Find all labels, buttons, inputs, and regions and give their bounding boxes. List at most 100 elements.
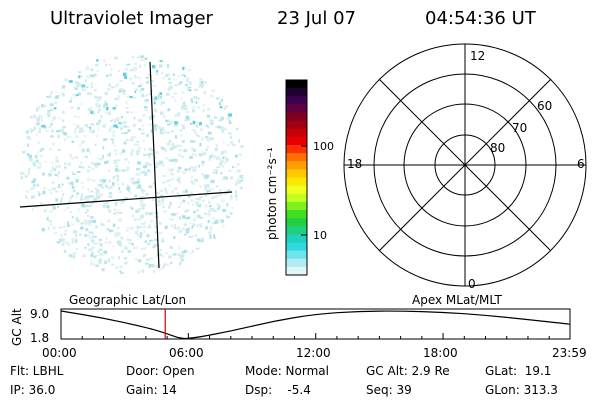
emission-speck xyxy=(115,104,118,108)
emission-speck xyxy=(116,240,121,244)
instrument-title: Ultraviolet Imager xyxy=(50,8,213,29)
emission-speck xyxy=(126,63,130,66)
emission-speck xyxy=(191,100,194,103)
emission-speck xyxy=(57,94,61,97)
emission-speck xyxy=(225,176,228,180)
emission-speck xyxy=(25,197,29,199)
emission-speck xyxy=(111,263,115,266)
emission-speck xyxy=(50,191,53,195)
emission-speck xyxy=(80,102,83,106)
emission-speck xyxy=(80,222,85,225)
emission-speck xyxy=(181,106,184,110)
emission-speck xyxy=(89,150,91,154)
emission-speck xyxy=(179,216,181,220)
emission-speck xyxy=(118,212,122,214)
emission-speck xyxy=(139,89,143,93)
emission-speck xyxy=(136,186,139,189)
emission-speck xyxy=(174,224,176,227)
emission-speck xyxy=(235,190,237,194)
mode-readout: Mode: Normal xyxy=(245,364,329,378)
emission-speck xyxy=(136,229,139,231)
emission-speck xyxy=(53,232,58,235)
emission-speck xyxy=(61,183,64,186)
emission-speck xyxy=(42,105,47,107)
emission-speck xyxy=(208,158,211,161)
emission-speck xyxy=(166,180,170,182)
emission-speck xyxy=(91,235,94,239)
colorbar-unit-label: photon cm⁻²s⁻¹ xyxy=(265,147,279,240)
emission-speck xyxy=(51,120,54,123)
emission-speck xyxy=(80,75,83,77)
emission-speck xyxy=(213,209,217,212)
emission-speck xyxy=(235,181,238,184)
emission-speck xyxy=(67,221,69,225)
emission-speck xyxy=(185,228,189,230)
emission-speck xyxy=(54,174,58,176)
emission-speck xyxy=(160,238,165,241)
emission-speck xyxy=(116,235,119,238)
emission-speck xyxy=(137,56,140,59)
emission-speck xyxy=(190,140,194,143)
emission-speck xyxy=(83,219,88,223)
emission-speck xyxy=(70,181,74,186)
emission-speck xyxy=(190,199,194,202)
emission-speck xyxy=(207,220,210,223)
emission-speck xyxy=(222,224,225,228)
emission-speck xyxy=(146,162,150,166)
emission-speck xyxy=(76,248,78,251)
emission-speck xyxy=(108,83,111,87)
emission-speck xyxy=(182,103,186,107)
emission-speck xyxy=(135,172,139,176)
emission-speck xyxy=(56,129,60,133)
emission-speck xyxy=(100,115,103,119)
emission-speck xyxy=(64,162,67,166)
emission-speck xyxy=(177,169,180,173)
emission-speck xyxy=(67,224,70,227)
emission-speck xyxy=(75,196,78,198)
emission-speck xyxy=(25,190,30,193)
emission-speck xyxy=(103,104,106,108)
emission-speck xyxy=(90,110,93,114)
emission-speck xyxy=(147,153,151,156)
emission-speck xyxy=(159,92,162,96)
emission-speck xyxy=(110,186,113,189)
emission-speck xyxy=(112,223,116,227)
emission-speck xyxy=(142,165,147,169)
emission-speck xyxy=(112,130,116,134)
emission-speck xyxy=(140,231,142,234)
emission-speck xyxy=(164,225,168,229)
emission-speck xyxy=(204,194,208,197)
emission-speck xyxy=(182,67,185,71)
emission-speck xyxy=(155,151,159,155)
emission-speck xyxy=(116,170,119,172)
emission-speck xyxy=(89,190,94,193)
emission-speck xyxy=(73,123,76,126)
emission-speck xyxy=(155,99,160,101)
emission-speck xyxy=(133,245,135,250)
emission-speck xyxy=(199,78,203,81)
emission-speck xyxy=(95,191,98,195)
emission-speck xyxy=(153,270,155,273)
emission-speck xyxy=(156,192,160,194)
emission-speck xyxy=(162,115,166,118)
emission-speck xyxy=(32,115,37,119)
emission-speck xyxy=(86,169,91,173)
colorbar-segment xyxy=(286,161,307,170)
emission-speck xyxy=(190,191,193,195)
emission-speck xyxy=(231,143,236,147)
polar-mlt-label-18: 18 xyxy=(347,157,362,171)
emission-speck xyxy=(84,221,89,224)
emission-speck xyxy=(78,75,81,79)
emission-speck xyxy=(107,63,111,66)
emission-speck xyxy=(88,236,91,239)
emission-speck xyxy=(148,264,152,267)
emission-speck xyxy=(87,165,91,168)
emission-speck xyxy=(219,189,222,192)
emission-speck xyxy=(119,270,121,273)
emission-speck xyxy=(135,180,140,184)
emission-speck xyxy=(219,158,222,162)
emission-speck xyxy=(182,171,186,174)
emission-speck xyxy=(153,101,156,105)
emission-speck xyxy=(152,95,155,98)
emission-speck xyxy=(126,227,130,229)
